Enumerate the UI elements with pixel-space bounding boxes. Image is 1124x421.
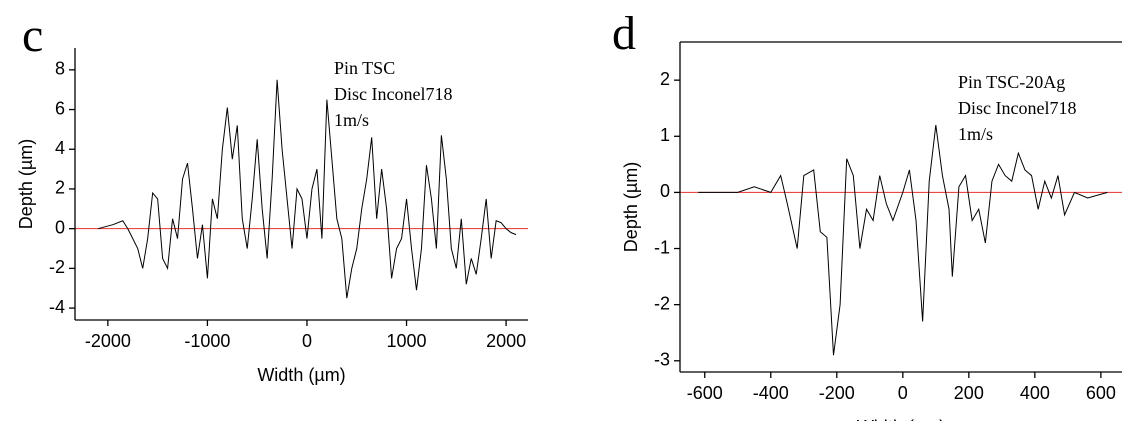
y-axis-label: Depth (µm) bbox=[16, 139, 36, 229]
annotation: Pin TSC bbox=[334, 58, 395, 78]
y-tick-label: -1 bbox=[654, 237, 670, 257]
x-tick-label: 1000 bbox=[387, 331, 427, 351]
x-tick-label: -2000 bbox=[85, 331, 131, 351]
x-tick-label: 0 bbox=[898, 383, 908, 403]
panel-label: c bbox=[22, 9, 43, 62]
y-tick-label: 0 bbox=[55, 217, 65, 237]
y-axis-label: Depth (µm) bbox=[621, 162, 641, 252]
y-tick-label: 0 bbox=[660, 181, 670, 201]
y-tick-label: 4 bbox=[55, 138, 65, 158]
x-tick-label: -600 bbox=[687, 383, 723, 403]
x-tick-label: -1000 bbox=[184, 331, 230, 351]
x-tick-label: 0 bbox=[302, 331, 312, 351]
annotation: Pin TSC-20Ag bbox=[958, 72, 1065, 92]
panel-label: d bbox=[612, 7, 636, 60]
x-tick-label: 2000 bbox=[486, 331, 526, 351]
y-tick-label: -2 bbox=[49, 257, 65, 277]
profile-line bbox=[698, 124, 1108, 356]
annotation: Disc Inconel718 bbox=[958, 98, 1076, 118]
x-axis-label: Width (µm) bbox=[857, 417, 945, 421]
x-axis-label: Width (µm) bbox=[257, 365, 345, 385]
x-tick-label: 200 bbox=[954, 383, 984, 403]
y-tick-label: 1 bbox=[660, 125, 670, 145]
y-tick-label: -3 bbox=[654, 350, 670, 370]
y-tick-label: 8 bbox=[55, 59, 65, 79]
y-tick-label: -2 bbox=[654, 293, 670, 313]
y-tick-label: 6 bbox=[55, 98, 65, 118]
annotation: 1m/s bbox=[958, 124, 993, 144]
y-tick-label: 2 bbox=[55, 178, 65, 198]
y-tick-label: -4 bbox=[49, 297, 65, 317]
x-tick-label: 400 bbox=[1020, 383, 1050, 403]
x-tick-label: 600 bbox=[1086, 383, 1116, 403]
annotation: 1m/s bbox=[334, 110, 369, 130]
annotation: Disc Inconel718 bbox=[334, 84, 452, 104]
x-tick-label: -200 bbox=[819, 383, 855, 403]
y-tick-label: 2 bbox=[660, 69, 670, 89]
profile-line bbox=[97, 79, 517, 299]
x-tick-label: -400 bbox=[753, 383, 789, 403]
